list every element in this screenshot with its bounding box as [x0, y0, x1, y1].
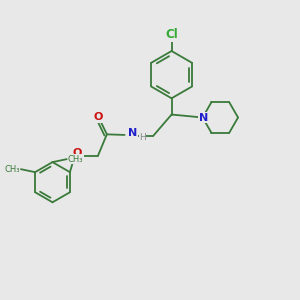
Text: CH₃: CH₃: [68, 155, 83, 164]
Text: CH₃: CH₃: [4, 165, 20, 174]
Text: Cl: Cl: [165, 28, 178, 41]
Text: H: H: [139, 133, 146, 142]
Text: N: N: [128, 128, 137, 138]
Text: O: O: [73, 148, 82, 158]
Text: N: N: [199, 112, 208, 122]
Text: O: O: [94, 112, 103, 122]
